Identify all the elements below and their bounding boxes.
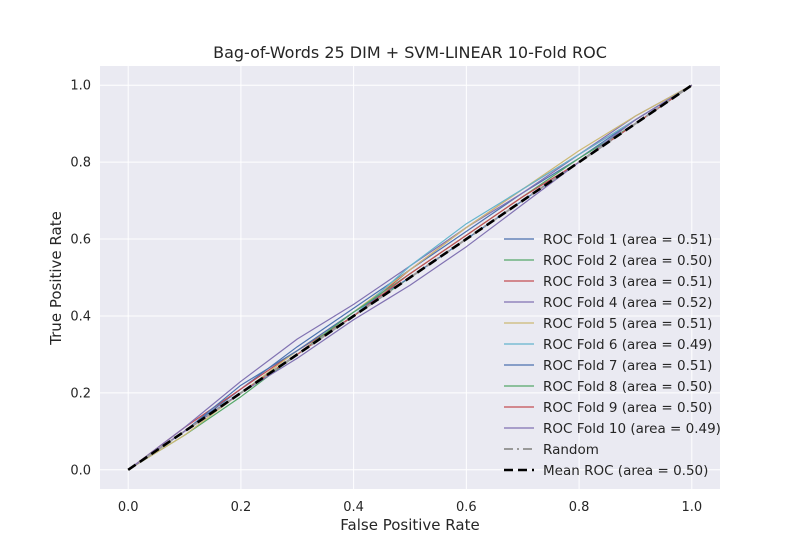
legend-label-6: ROC Fold 6 (area = 0.49) — [543, 337, 712, 353]
legend: ROC Fold 1 (area = 0.51) ROC Fold 2 (area… — [504, 232, 721, 479]
y-tick-label: 0.2 — [70, 386, 91, 401]
legend-label-5: ROC Fold 5 (area = 0.51) — [543, 316, 712, 332]
legend-label-3: ROC Fold 3 (area = 0.51) — [543, 274, 712, 290]
tick-labels: 0.0 0.2 0.4 0.6 0.8 1.0 0.0 0.2 0.4 0.6 0.8 1.0 — [70, 79, 702, 515]
x-tick-label: 1.0 — [681, 500, 702, 515]
legend-label-7: ROC Fold 7 (area = 0.51) — [543, 358, 712, 374]
x-tick-label: 0.4 — [343, 500, 364, 515]
grid — [100, 66, 720, 489]
series-line-12 — [127, 84, 693, 471]
x-tick-label: 0.2 — [231, 500, 252, 515]
legend-label-12: Mean ROC (area = 0.50) — [543, 463, 708, 479]
y-tick-label: 0.6 — [70, 233, 91, 248]
y-tick-label: 0.8 — [70, 156, 91, 171]
legend-label-2: ROC Fold 2 (area = 0.50) — [543, 253, 712, 269]
y-tick-label: 0.4 — [70, 309, 91, 324]
legend-label-4: ROC Fold 4 (area = 0.52) — [543, 295, 712, 311]
y-tick-label: 0.0 — [70, 463, 91, 478]
x-tick-label: 0.0 — [118, 500, 139, 515]
y-tick-label: 1.0 — [70, 79, 91, 94]
legend-label-9: ROC Fold 9 (area = 0.50) — [543, 400, 712, 416]
x-axis-label: False Positive Rate — [340, 516, 479, 534]
y-axis-label: True Positive Rate — [47, 211, 65, 346]
legend-label-1: ROC Fold 1 (area = 0.51) — [543, 232, 712, 248]
legend-label-10: ROC Fold 10 (area = 0.49) — [543, 421, 721, 437]
x-tick-label: 0.6 — [456, 500, 477, 515]
chart-title: Bag-of-Words 25 DIM + SVM-LINEAR 10-Fold… — [213, 43, 607, 62]
series-lines — [127, 84, 693, 471]
legend-label-11: Random — [543, 442, 599, 458]
x-tick-label: 0.8 — [569, 500, 590, 515]
legend-label-8: ROC Fold 8 (area = 0.50) — [543, 379, 712, 395]
